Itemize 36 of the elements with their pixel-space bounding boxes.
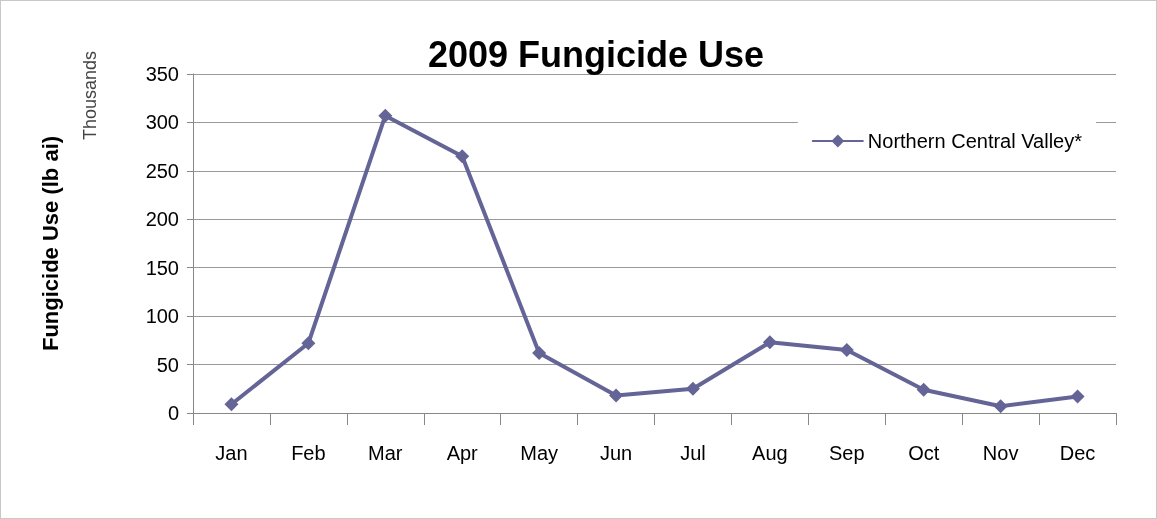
point	[839, 343, 854, 358]
point	[301, 336, 316, 351]
x-tick-label: Feb	[291, 442, 326, 464]
y-tick-label: 50	[156, 353, 179, 376]
y-tick-label: 200	[145, 208, 179, 231]
legend-label: Northern Central Valley*	[867, 130, 1083, 152]
point	[1070, 389, 1085, 404]
x-tick-label: Jul	[680, 442, 706, 464]
chart-title: 2009 Fungicide Use	[427, 33, 765, 75]
point	[685, 381, 700, 396]
x-tick-label: Nov	[982, 442, 1019, 464]
y-axis-title: Fungicide Use (lb ai)	[37, 135, 63, 352]
x-tick-label: May	[520, 442, 559, 464]
point	[455, 149, 470, 164]
point	[993, 399, 1008, 414]
x-tick-label: Mar	[368, 442, 403, 464]
point	[916, 382, 931, 397]
point	[224, 397, 239, 412]
y-tick-label: 100	[145, 305, 179, 328]
x-tick-label: Jun	[599, 442, 633, 464]
point	[762, 335, 777, 350]
y-tick-label: 0	[167, 402, 179, 424]
x-tick-label: Oct	[908, 442, 940, 464]
point	[609, 388, 624, 403]
y-tick-label: 250	[145, 159, 179, 182]
y-tick-label: 150	[145, 256, 179, 279]
y-tick-label: 300	[145, 111, 179, 134]
x-tick-label: Apr	[446, 442, 479, 464]
point	[378, 108, 393, 123]
y-tick-label: 350	[145, 63, 179, 85]
x-tick-label: Dec	[1059, 442, 1096, 464]
x-tick-label: Aug	[752, 442, 788, 464]
x-tick-label: Jan	[215, 442, 248, 464]
x-tick-label: Sep	[828, 442, 865, 464]
text: Thousands	[80, 51, 100, 141]
point	[532, 345, 547, 360]
